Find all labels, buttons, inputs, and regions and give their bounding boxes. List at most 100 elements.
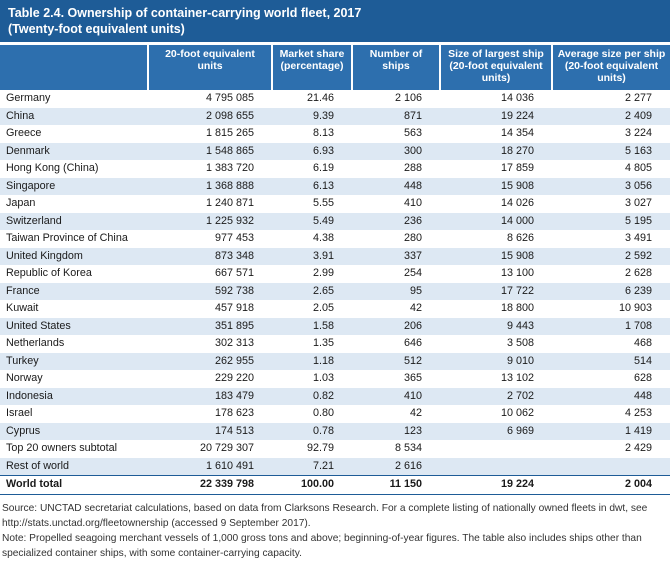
cell: 592 738 bbox=[148, 282, 272, 300]
row-label: France bbox=[0, 282, 148, 300]
source: Source: UNCTAD secretariat calculations,… bbox=[2, 502, 648, 529]
row-label: United States bbox=[0, 317, 148, 335]
cell: 2 592 bbox=[552, 247, 670, 265]
table-row: Taiwan Province of China 977 453 4.38 280 8 … bbox=[0, 230, 670, 248]
table-row: Hong Kong (China) 1 383 720 6.19 288 17 859 4… bbox=[0, 160, 670, 178]
cell: 2 429 bbox=[624, 442, 652, 454]
cell: 1 225 932 bbox=[148, 212, 272, 230]
cell: 2.05 bbox=[312, 302, 334, 314]
cell: 977 453 bbox=[214, 232, 254, 244]
cell: 628 bbox=[633, 372, 652, 384]
subtitle: (Twenty-foot equivalent units) bbox=[8, 22, 185, 36]
cell: 563 bbox=[403, 127, 422, 139]
table-row: Greece 1 815 265 8.13 563 14 354 3 224 bbox=[0, 125, 670, 143]
cell: 1.03 bbox=[312, 372, 334, 384]
cell: 873 348 bbox=[148, 247, 272, 265]
cell: 2.99 bbox=[312, 267, 334, 279]
row-label: Kuwait bbox=[6, 302, 39, 314]
cell: 1 548 865 bbox=[148, 142, 272, 160]
row-label: World total bbox=[0, 475, 148, 495]
column-header: 20-foot equivalent units bbox=[147, 45, 272, 90]
cell: 457 918 bbox=[214, 302, 254, 314]
cell: 17 722 bbox=[440, 282, 552, 300]
title: Table 2.4. Ownership of container-carryi… bbox=[8, 6, 362, 20]
table-row: Indonesia 183 479 0.82 410 2 702 448 bbox=[0, 387, 670, 405]
row-label: Greece bbox=[6, 127, 42, 139]
cell: 410 bbox=[403, 197, 422, 209]
cell: 1 368 888 bbox=[148, 177, 272, 195]
cell: 514 bbox=[552, 352, 670, 370]
cell: 13 102 bbox=[500, 372, 534, 384]
cell: 254 bbox=[403, 267, 422, 279]
cell: 20 729 307 bbox=[199, 442, 254, 454]
row-label: Rest of world bbox=[0, 457, 148, 476]
cell: 1.18 bbox=[272, 352, 352, 370]
cell: 9 443 bbox=[440, 317, 552, 335]
cell: 2 628 bbox=[624, 267, 652, 279]
cell: 300 bbox=[352, 142, 440, 160]
cell: 14 036 bbox=[500, 92, 534, 104]
row-label: United Kingdom bbox=[0, 247, 148, 265]
cell: 9.39 bbox=[272, 107, 352, 125]
cell: 468 bbox=[633, 337, 652, 349]
table-row: Germany 4 795 085 21.46 2 106 14 036 2 277 bbox=[0, 90, 670, 108]
cell: 1 815 265 bbox=[205, 127, 254, 139]
cell: 2 616 bbox=[352, 457, 440, 476]
column-header: Number of ships bbox=[351, 45, 440, 90]
cell: 21.46 bbox=[306, 92, 334, 104]
cell: 302 313 bbox=[214, 337, 254, 349]
row-label: Germany bbox=[6, 92, 51, 104]
note: Note: Propelled seagoing merchant vessel… bbox=[2, 532, 642, 559]
footer: Source: UNCTAD secretariat calculations,… bbox=[0, 495, 670, 561]
cell: 229 220 bbox=[214, 372, 254, 384]
cell: 512 bbox=[352, 352, 440, 370]
cell: 19 224 bbox=[440, 475, 552, 495]
cell: 5.49 bbox=[272, 212, 352, 230]
cell: 2 004 bbox=[552, 475, 670, 495]
cell bbox=[440, 440, 552, 458]
table-row: France 592 738 2.65 95 17 722 6 239 bbox=[0, 282, 670, 300]
row-label: Republic of Korea bbox=[6, 267, 92, 279]
cell: 100.00 bbox=[272, 475, 352, 495]
cell: 15 908 bbox=[440, 247, 552, 265]
cell: 365 bbox=[403, 372, 422, 384]
cell: 6.93 bbox=[272, 142, 352, 160]
cell: 236 bbox=[352, 212, 440, 230]
table-body: Germany 4 795 085 21.46 2 106 14 036 2 277 Chi… bbox=[0, 90, 670, 495]
table-row: Netherlands 302 313 1.35 646 3 508 468 bbox=[0, 335, 670, 353]
cell: 10 062 bbox=[500, 407, 534, 419]
row-label: Singapore bbox=[0, 177, 148, 195]
cell: 95 bbox=[352, 282, 440, 300]
cell: 8 626 bbox=[506, 232, 534, 244]
cell: 262 955 bbox=[148, 352, 272, 370]
row-label: Norway bbox=[6, 372, 43, 384]
column-header: Market share (percentage) bbox=[271, 45, 352, 90]
cell: 17 859 bbox=[500, 162, 534, 174]
cell: 123 bbox=[352, 422, 440, 440]
cell: 6.19 bbox=[312, 162, 334, 174]
cell: 2 277 bbox=[624, 92, 652, 104]
row-label: Japan bbox=[6, 197, 36, 209]
row-label: Denmark bbox=[0, 142, 148, 160]
cell: 206 bbox=[352, 317, 440, 335]
cell: 3 224 bbox=[624, 127, 652, 139]
cell: 2 098 655 bbox=[148, 107, 272, 125]
table-row: Turkey 262 955 1.18 512 9 010 514 bbox=[0, 352, 670, 370]
cell: 3.91 bbox=[272, 247, 352, 265]
cell: 3 027 bbox=[624, 197, 652, 209]
row-label: Turkey bbox=[0, 352, 148, 370]
cell: 448 bbox=[552, 387, 670, 405]
row-label: Cyprus bbox=[0, 422, 148, 440]
row-label: Switzerland bbox=[0, 212, 148, 230]
cell: 13 100 bbox=[500, 267, 534, 279]
cell: 6.13 bbox=[272, 177, 352, 195]
table-row: Rest of world 1 610 491 7.21 2 616 bbox=[0, 457, 670, 476]
row-label: Top 20 owners subtotal bbox=[6, 442, 118, 454]
cell bbox=[552, 457, 670, 476]
cell: 14 000 bbox=[440, 212, 552, 230]
cell: 8 534 bbox=[394, 442, 422, 454]
cell: 1 240 871 bbox=[205, 197, 254, 209]
cell: 2 409 bbox=[552, 107, 670, 125]
cell: 5.55 bbox=[312, 197, 334, 209]
cell: 7.21 bbox=[272, 457, 352, 476]
